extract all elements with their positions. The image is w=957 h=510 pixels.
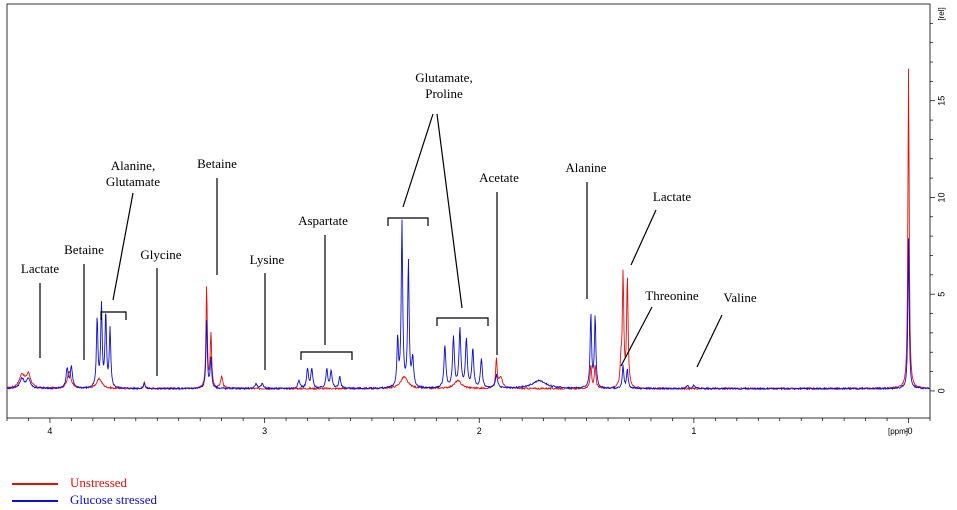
annotation-leader-line: [630, 209, 657, 266]
y-tick-label: 5: [936, 292, 946, 297]
annotation-leader-line: [620, 306, 653, 367]
legend-label-unstressed: Unstressed: [70, 475, 128, 490]
annotation-label: Betaine: [197, 156, 237, 171]
annotation-label: Proline: [425, 86, 463, 101]
plot-frame: [6, 3, 931, 419]
annotation-bracket: [100, 311, 127, 320]
annotation-acetate: Acetate: [479, 170, 519, 355]
x-tick-label: 1: [691, 426, 696, 436]
annotation-bracket: [300, 351, 353, 360]
annotation-label: Valine: [723, 290, 756, 305]
annotation-label: Betaine: [64, 242, 104, 257]
annotation-label: Lactate: [21, 261, 59, 276]
series-line-unstressed: [6, 68, 931, 391]
annotation-label: Glutamate,: [415, 70, 472, 85]
annotation-lysine: Lysine: [250, 252, 285, 370]
legend-label-glucose-stressed: Glucose stressed: [70, 492, 158, 507]
annotation-label: Acetate: [479, 170, 519, 185]
annotation-leader-line: [402, 113, 434, 208]
y-tick-label: 15: [936, 96, 946, 106]
y-tick-label: 10: [936, 192, 946, 202]
annotation-threonine: Threonine: [620, 288, 699, 367]
y-tick-label: 0: [936, 388, 946, 393]
annotation-leader-line: [112, 192, 134, 301]
x-axis-label: [ppm]: [888, 427, 908, 436]
annotation-label: Glycine: [140, 247, 181, 262]
annotation-alanine: Alanine: [565, 160, 607, 299]
annotation-valine: Valine: [696, 290, 757, 368]
nmr-spectrum-chart: LactateBetaineAlanine,GlutamateGlycineBe…: [6, 3, 946, 436]
annotation-bracket: [387, 217, 429, 226]
annotation-label: Alanine,: [111, 158, 155, 173]
x-tick-label: 3: [262, 426, 267, 436]
annotation-label: Lactate: [653, 189, 691, 204]
x-tick-label: 2: [477, 426, 482, 436]
annotation-glutamate-proline: Glutamate,Proline: [387, 70, 489, 326]
annotation-leader-line: [436, 113, 463, 309]
annotation-betaine: Betaine: [64, 242, 104, 360]
annotation-label: Alanine: [565, 160, 606, 175]
legend-swatch-unstressed: [12, 483, 58, 485]
series-line-glucose-stressed: [6, 219, 931, 391]
x-tick-label: -0: [905, 426, 913, 436]
x-tick-label: 4: [47, 426, 52, 436]
annotation-bracket: [436, 317, 489, 326]
annotation-lactate: Lactate: [630, 189, 691, 266]
annotation-lactate: Lactate: [21, 261, 59, 358]
annotation-betaine: Betaine: [197, 156, 237, 275]
annotation-label: Threonine: [645, 288, 699, 303]
annotation-alanine-glutamate: Alanine,Glutamate: [100, 158, 160, 320]
annotation-label: Aspartate: [298, 213, 348, 228]
annotation-label: Glutamate: [106, 174, 160, 189]
annotation-label: Lysine: [250, 252, 285, 267]
annotation-glycine: Glycine: [140, 247, 182, 376]
legend-swatch-glucose-stressed: [12, 500, 58, 502]
annotation-leader-line: [696, 314, 723, 368]
annotation-aspartate: Aspartate: [298, 213, 353, 360]
y-axis-label: [rel]: [937, 7, 946, 20]
